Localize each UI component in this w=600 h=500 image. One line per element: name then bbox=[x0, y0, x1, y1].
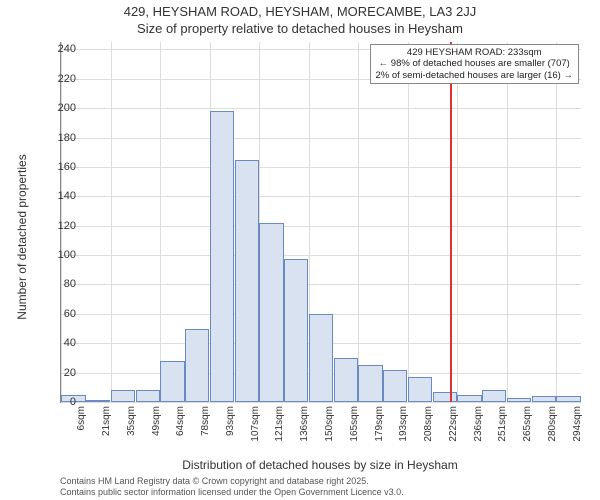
footer-line2: Contains public sector information licen… bbox=[60, 487, 404, 498]
y-tick-label: 180 bbox=[46, 132, 76, 144]
x-tick-label: 35sqm bbox=[126, 406, 137, 436]
x-tick-label: 236sqm bbox=[473, 406, 484, 442]
histogram-bar bbox=[457, 395, 481, 402]
x-tick-label: 165sqm bbox=[349, 406, 360, 442]
histogram-bar bbox=[433, 392, 457, 402]
histogram-bar bbox=[358, 365, 382, 402]
gridline-v bbox=[358, 42, 359, 402]
x-tick-label: 64sqm bbox=[175, 406, 186, 436]
y-axis-label: Number of detached properties bbox=[15, 87, 29, 387]
y-tick-label: 60 bbox=[46, 308, 76, 320]
y-tick-label: 120 bbox=[46, 220, 76, 232]
x-tick-label: 222sqm bbox=[448, 406, 459, 442]
x-tick-label: 49sqm bbox=[151, 406, 162, 436]
y-tick-label: 220 bbox=[46, 73, 76, 85]
footer-line1: Contains HM Land Registry data © Crown c… bbox=[60, 476, 404, 487]
gridline-v bbox=[160, 42, 161, 402]
x-tick-label: 121sqm bbox=[274, 406, 285, 442]
x-tick-label: 93sqm bbox=[225, 406, 236, 436]
x-tick-label: 294sqm bbox=[572, 406, 583, 442]
x-tick-label: 208sqm bbox=[423, 406, 434, 442]
gridline-v bbox=[556, 42, 557, 402]
gridline-v bbox=[111, 42, 112, 402]
histogram-bar bbox=[136, 390, 160, 402]
histogram-bar bbox=[235, 160, 259, 402]
gridline-h bbox=[61, 284, 581, 285]
gridline-h bbox=[61, 402, 581, 403]
x-tick-label: 6sqm bbox=[76, 406, 87, 430]
y-tick-label: 140 bbox=[46, 190, 76, 202]
histogram-bar bbox=[210, 111, 234, 402]
histogram-bar bbox=[408, 377, 432, 402]
x-tick-label: 193sqm bbox=[398, 406, 409, 442]
gridline-h bbox=[61, 167, 581, 168]
x-tick-label: 265sqm bbox=[522, 406, 533, 442]
y-tick-label: 40 bbox=[46, 337, 76, 349]
histogram-bar bbox=[556, 396, 580, 402]
gridline-h bbox=[61, 196, 581, 197]
y-tick-label: 240 bbox=[46, 43, 76, 55]
histogram-bar bbox=[185, 329, 209, 402]
y-tick-label: 200 bbox=[46, 102, 76, 114]
x-tick-label: 107sqm bbox=[250, 406, 261, 442]
y-tick-label: 80 bbox=[46, 278, 76, 290]
x-tick-label: 251sqm bbox=[497, 406, 508, 442]
histogram-bar bbox=[383, 370, 407, 402]
histogram-bar bbox=[507, 398, 531, 402]
x-axis-label: Distribution of detached houses by size … bbox=[60, 458, 580, 472]
histogram-bar bbox=[334, 358, 358, 402]
x-tick-label: 150sqm bbox=[324, 406, 335, 442]
y-tick-label: 0 bbox=[46, 396, 76, 408]
chart-container: 429, HEYSHAM ROAD, HEYSHAM, MORECAMBE, L… bbox=[0, 0, 600, 500]
y-tick-label: 20 bbox=[46, 367, 76, 379]
gridline-h bbox=[61, 226, 581, 227]
marker-line bbox=[450, 42, 452, 402]
annotation-box: 429 HEYSHAM ROAD: 233sqm ← 98% of detach… bbox=[370, 44, 580, 84]
histogram-bar bbox=[86, 400, 110, 402]
annotation-line3: 2% of semi-detached houses are larger (1… bbox=[376, 70, 574, 81]
annotation-line1: 429 HEYSHAM ROAD: 233sqm bbox=[376, 47, 574, 58]
histogram-bar bbox=[309, 314, 333, 402]
title-main: 429, HEYSHAM ROAD, HEYSHAM, MORECAMBE, L… bbox=[0, 4, 600, 19]
x-tick-label: 21sqm bbox=[101, 406, 112, 436]
histogram-bar bbox=[284, 259, 308, 402]
annotation-line2: ← 98% of detached houses are smaller (70… bbox=[376, 58, 574, 69]
footer-attribution: Contains HM Land Registry data © Crown c… bbox=[60, 476, 404, 498]
gridline-v bbox=[457, 42, 458, 402]
gridline-h bbox=[61, 108, 581, 109]
x-tick-label: 179sqm bbox=[374, 406, 385, 442]
histogram-bar bbox=[532, 396, 556, 402]
title-sub: Size of property relative to detached ho… bbox=[0, 21, 600, 36]
histogram-bar bbox=[259, 223, 283, 402]
x-tick-label: 280sqm bbox=[547, 406, 558, 442]
histogram-bar bbox=[111, 390, 135, 402]
y-tick-label: 100 bbox=[46, 249, 76, 261]
histogram-bar bbox=[160, 361, 184, 402]
x-tick-label: 136sqm bbox=[299, 406, 310, 442]
gridline-h bbox=[61, 138, 581, 139]
histogram-bar bbox=[482, 390, 506, 402]
plot-area: 429 HEYSHAM ROAD: 233sqm ← 98% of detach… bbox=[60, 42, 581, 403]
x-tick-label: 78sqm bbox=[200, 406, 211, 436]
gridline-v bbox=[408, 42, 409, 402]
gridline-h bbox=[61, 255, 581, 256]
gridline-v bbox=[507, 42, 508, 402]
y-tick-label: 160 bbox=[46, 161, 76, 173]
